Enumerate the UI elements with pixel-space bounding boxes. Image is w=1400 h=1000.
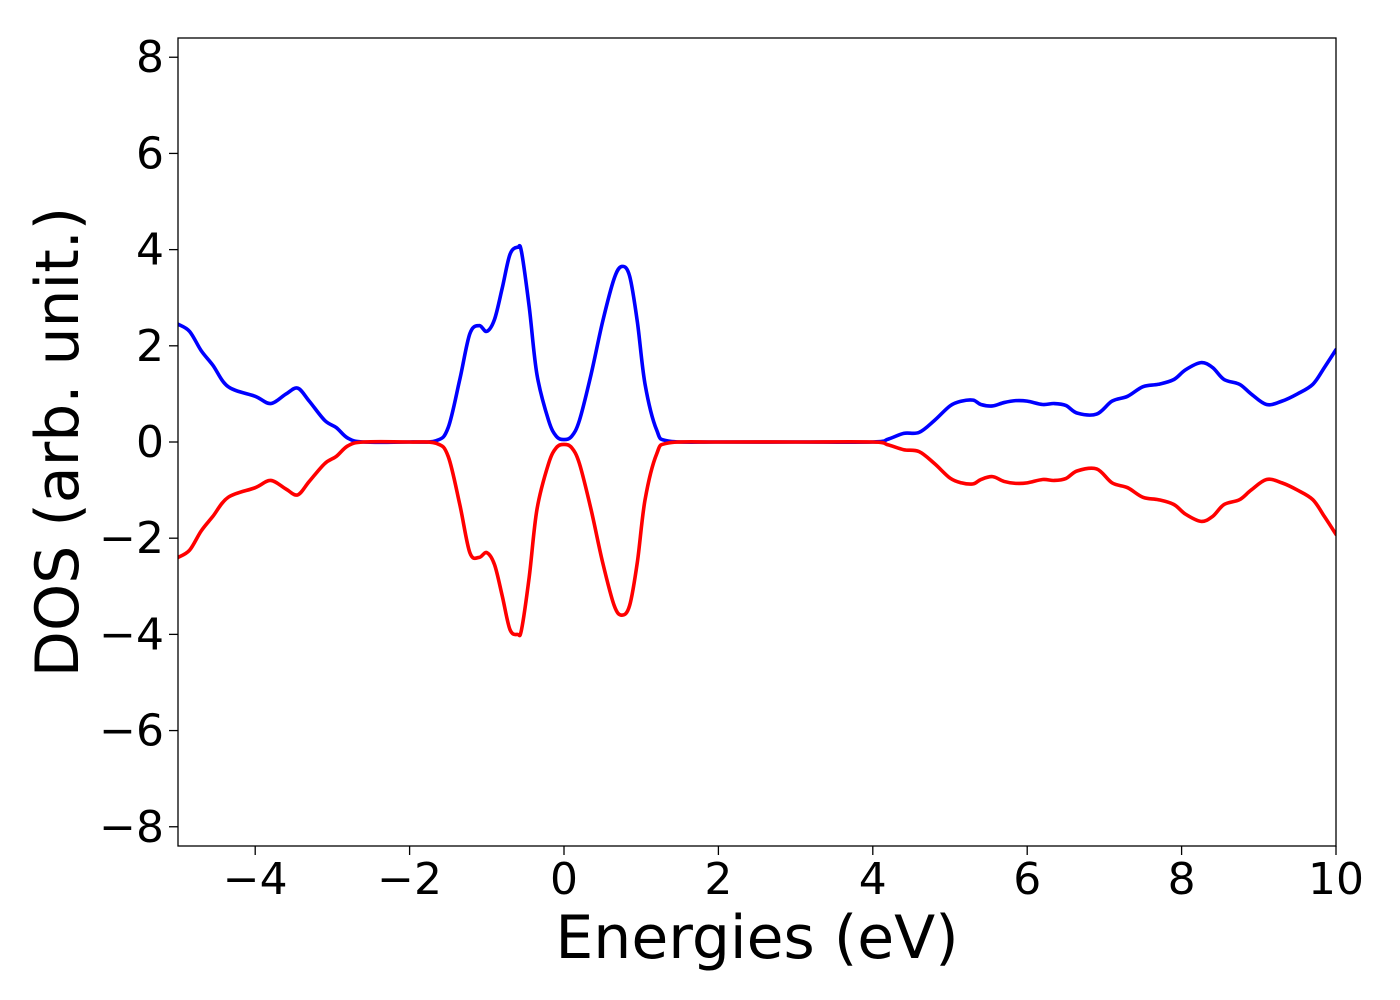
x-tick-label: −4	[223, 854, 288, 905]
x-tick-label: −2	[377, 854, 442, 905]
series-line-up	[178, 243, 1336, 445]
x-tick-label: 0	[550, 854, 578, 905]
x-tick-label: 8	[1168, 854, 1196, 905]
series-line-down	[178, 439, 1336, 638]
x-tick-label: 2	[704, 854, 732, 905]
y-tick-label: 4	[136, 225, 164, 276]
x-tick-label: 10	[1308, 854, 1364, 905]
y-axis: −8 −6 −4 −2 0 2 4 6 8	[99, 32, 178, 853]
x-axis: −4 −2 0 2 4 6 8 10	[223, 846, 1364, 905]
y-tick-label: −2	[99, 513, 164, 564]
y-tick-label: −4	[99, 609, 164, 660]
y-tick-label: −8	[99, 802, 164, 853]
y-tick-label: 8	[136, 32, 164, 83]
y-tick-label: 0	[136, 417, 164, 468]
y-tick-label: −6	[99, 706, 164, 757]
y-tick-label: 2	[136, 321, 164, 372]
x-tick-label: 4	[859, 854, 887, 905]
y-axis-label: DOS (arb. unit.)	[23, 207, 93, 677]
y-tick-label: 6	[136, 128, 164, 179]
x-axis-label: Energies (eV)	[555, 903, 958, 973]
series-layer	[178, 243, 1336, 638]
x-tick-label: 6	[1013, 854, 1041, 905]
